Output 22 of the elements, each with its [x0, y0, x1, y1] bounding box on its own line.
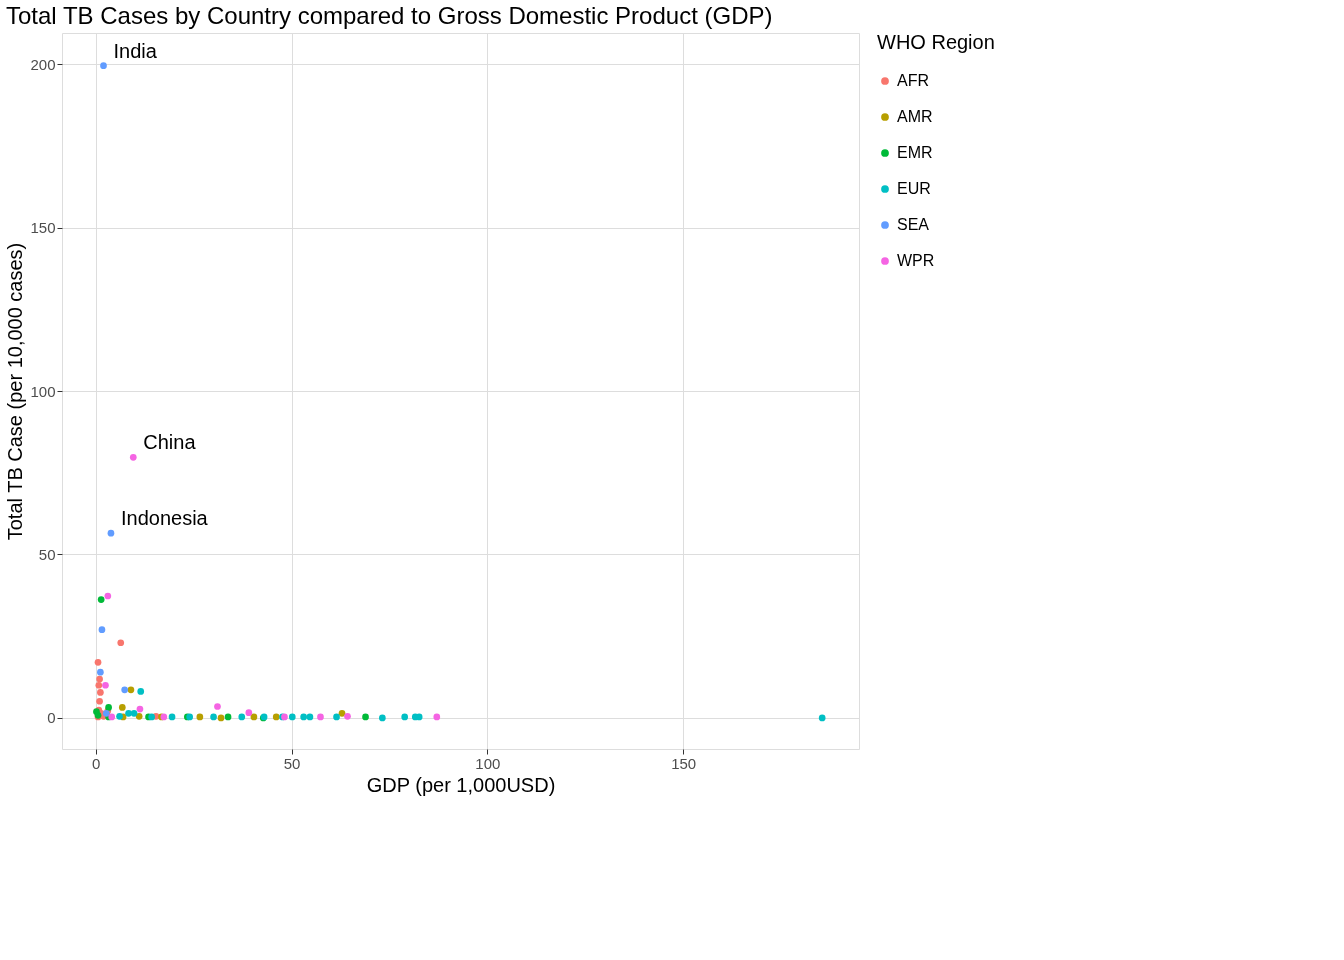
y-tick-label: 100 — [30, 382, 56, 400]
chart-title: Total TB Cases by Country compared to Gross Domestic Product (GDP) — [5, 2, 773, 29]
x-tick-label: 0 — [92, 754, 101, 772]
annotation: Indonesia — [120, 507, 209, 530]
legend-label: SEA — [897, 216, 930, 233]
y-tick-label: 200 — [30, 55, 56, 73]
annotation: China — [143, 431, 197, 454]
y-tick-label: 0 — [47, 709, 56, 727]
legend-label: AFR — [897, 72, 929, 89]
legend-label: AMR — [897, 108, 933, 125]
legend-label: EMR — [897, 144, 933, 161]
x-axis-title: GDP (per 1,000USD) — [366, 773, 556, 796]
legend-label: WPR — [897, 252, 935, 269]
annotation: India — [113, 39, 158, 62]
legend-label: EUR — [897, 180, 931, 197]
y-tick-label: 50 — [38, 545, 56, 563]
x-tick-label: 150 — [671, 754, 697, 772]
y-axis-title: Total TB Case (per 10,000 cases) — [4, 242, 27, 541]
legend-title: WHO Region — [877, 31, 995, 53]
x-tick-label: 100 — [475, 754, 501, 772]
y-tick-label: 150 — [30, 219, 56, 237]
x-tick-label: 50 — [283, 754, 301, 772]
